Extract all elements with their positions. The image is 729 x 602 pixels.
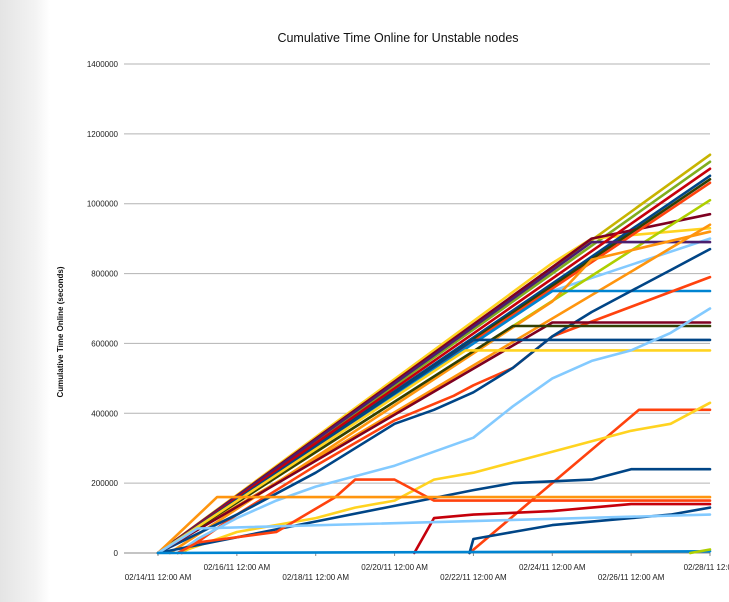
chart-title: Cumulative Time Online for Unstable node… [277,31,518,45]
x-tick-label: 02/14/11 12:00 AM [125,573,192,582]
y-tick-labels: 0 200000 400000 600000 800000 1000000 1200000 1… [87,60,119,558]
x-tick-label: 02/24/11 12:00 AM [519,563,586,572]
series-line-31 [688,548,712,555]
series-line-21 [176,307,712,555]
series-line-23 [176,401,712,555]
series-line-18 [156,324,712,555]
grid [124,63,710,554]
series-line-12 [156,167,712,555]
y-axis-label: Cumulative Time Online (seconds) [56,266,65,397]
y-tick-label: 1200000 [87,130,119,139]
series-line-13 [168,230,712,555]
x-tick-label: 02/26/11 12:00 AM [598,573,665,582]
x-tick-label: 02/20/11 12:00 AM [361,563,428,572]
y-tick-label: 800000 [91,270,118,279]
x-tick-label: 02/22/11 12:00 AM [440,573,507,582]
series-line-30 [156,549,712,555]
series-line-24 [156,467,712,555]
series-line-29 [156,513,712,555]
y-tick-label: 600000 [91,339,118,348]
series-lines [156,153,712,555]
y-tick-label: 0 [114,549,119,558]
series-line-16 [156,247,712,555]
y-tick-label: 1000000 [87,200,119,209]
series-line-15 [180,275,712,555]
series-line-17 [156,321,712,555]
y-tick-label: 1400000 [87,60,119,69]
x-tick-label: 02/16/11 12:00 AM [204,563,271,572]
series-line-27 [412,502,712,555]
series-line-3 [156,226,712,555]
series-line-26 [156,495,712,555]
y-tick-label: 200000 [91,479,118,488]
y-tick-label: 400000 [91,409,118,418]
series-line-19 [156,338,712,555]
x-tick-label: 02/18/11 12:00 AM [282,573,349,582]
x-tick-labels: 02/14/11 12:00 AM 02/16/11 12:00 AM 02/18/… [125,553,729,582]
x-tick-label: 02/28/11 12:00 [684,563,729,572]
series-line-22 [468,408,712,555]
